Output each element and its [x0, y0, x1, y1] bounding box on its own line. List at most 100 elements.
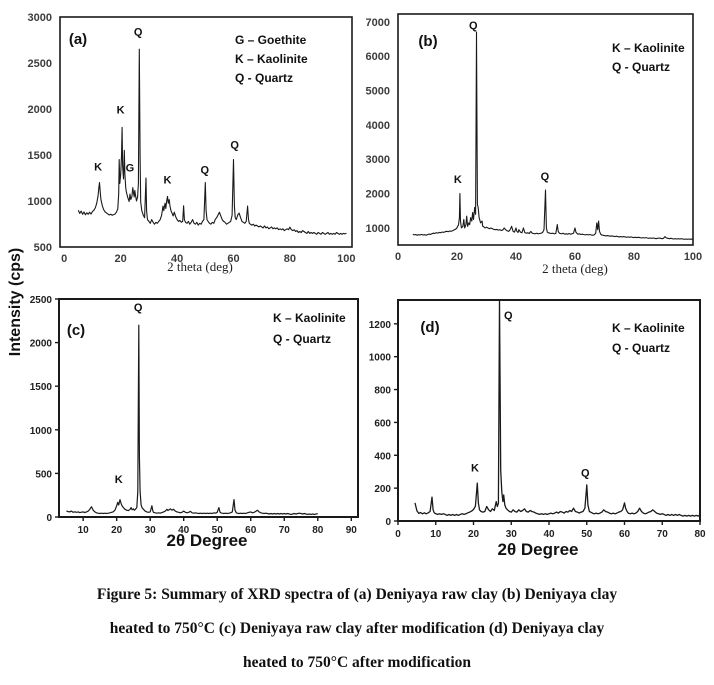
figure-caption-line: heated to 750°C (c) Deniyaya raw clay af… — [109, 620, 605, 637]
tick-label: 40 — [510, 251, 522, 263]
panel-letter: (a) — [69, 31, 87, 48]
figure-caption-line: heated to 750°C after modification — [242, 654, 472, 671]
tick-label: 0 — [385, 517, 391, 528]
tick-label: 40 — [178, 525, 190, 536]
peak-label: K — [94, 162, 102, 174]
tick-label: 60 — [227, 253, 239, 265]
tick-label: 80 — [694, 529, 706, 540]
legend-item: Q - Quartz — [273, 332, 331, 346]
figure-caption: Figure 5: Summary of XRD spectra of (a) … — [0, 578, 714, 680]
legend-item: K – Kaolinite — [235, 52, 308, 66]
tick-label: 60 — [619, 529, 631, 540]
tick-label: 50 — [212, 525, 224, 536]
tick-label: 3000 — [28, 12, 52, 24]
figure-caption-line: Figure 5: Summary of XRD spectra of (a) … — [96, 586, 618, 603]
tick-label: 5000 — [366, 86, 390, 98]
peak-label: G — [126, 163, 135, 175]
tick-label: 50 — [581, 529, 593, 540]
tick-label: 10 — [430, 529, 442, 540]
xrd-trace — [412, 31, 693, 240]
tick-label: 100 — [684, 251, 702, 263]
tick-label: 1000 — [369, 353, 392, 364]
peak-label: Q — [200, 164, 209, 176]
peak-label: K — [115, 474, 123, 486]
tick-label: 600 — [374, 418, 391, 429]
tick-label: 2000 — [366, 189, 390, 201]
tick-label: 80 — [284, 253, 296, 265]
tick-label: 20 — [115, 253, 127, 265]
plot-border — [59, 16, 353, 248]
x-axis-label: 2θ Degree — [497, 540, 578, 559]
tick-label: 0 — [46, 513, 52, 524]
tick-label: 60 — [245, 525, 257, 536]
tick-label: 1000 — [30, 426, 53, 437]
legend-item: K – Kaolinite — [612, 41, 685, 55]
peak-label: K — [454, 174, 462, 186]
tick-label: 40 — [543, 529, 555, 540]
tick-label: 90 — [346, 525, 358, 536]
tick-label: 0 — [395, 251, 401, 263]
xrd-trace — [77, 48, 347, 235]
tick-label: 500 — [34, 242, 52, 254]
legend-item: K – Kaolinite — [273, 311, 346, 325]
tick-label: 0 — [395, 529, 401, 540]
tick-label: 1200 — [369, 320, 392, 331]
peak-label: Q — [469, 20, 478, 32]
plot-border — [58, 298, 359, 518]
legend-item: K – Kaolinite — [612, 321, 685, 335]
peak-label: K — [117, 105, 125, 117]
peak-label: Q — [134, 302, 143, 314]
tick-label: 20 — [451, 251, 463, 263]
tick-label: 60 — [569, 251, 581, 263]
peak-label: Q — [230, 140, 239, 152]
peak-label: K — [164, 175, 172, 187]
tick-label: 80 — [312, 525, 324, 536]
tick-label: 30 — [145, 525, 157, 536]
xrd-trace — [66, 324, 318, 515]
tick-label: 2000 — [30, 339, 53, 350]
tick-label: 200 — [374, 484, 391, 495]
x-axis-label: 2 theta (deg) — [167, 259, 233, 274]
x-axis-label: 2 theta (deg) — [542, 261, 608, 276]
legend-item: G – Goethite — [235, 33, 307, 47]
plot-border — [397, 13, 694, 246]
tick-label: 0 — [61, 253, 67, 265]
peak-label: K — [471, 463, 479, 475]
panel-letter: (d) — [420, 319, 439, 336]
peak-label: Q — [541, 171, 550, 183]
tick-label: 10 — [78, 525, 90, 536]
tick-label: 20 — [111, 525, 123, 536]
tick-label: 70 — [279, 525, 291, 536]
tick-label: 20 — [468, 529, 480, 540]
tick-label: 2500 — [30, 295, 53, 306]
peak-label: Q — [581, 468, 590, 480]
tick-label: 70 — [657, 529, 669, 540]
legend-item: Q - Quartz — [612, 60, 670, 74]
tick-label: 7000 — [366, 17, 390, 29]
tick-label: 2500 — [28, 58, 52, 70]
panel-letter: (b) — [418, 33, 437, 50]
tick-label: 800 — [374, 386, 391, 397]
tick-label: 4000 — [366, 120, 390, 132]
tick-label: 1000 — [28, 196, 52, 208]
tick-label: 1500 — [28, 150, 52, 162]
xrd-trace — [414, 300, 700, 517]
tick-label: 40 — [171, 253, 183, 265]
tick-label: 2000 — [28, 104, 52, 116]
peak-label: Q — [504, 310, 513, 322]
x-axis-label: 2θ Degree — [166, 531, 247, 550]
tick-label: 30 — [506, 529, 518, 540]
legend-item: Q - Quartz — [612, 341, 670, 355]
xrd-panel-b: 0 20 40 60 80 100 1000 2000 3000 4000 5000 6000 7000… — [366, 13, 702, 276]
tick-label: 80 — [628, 251, 640, 263]
tick-label: 500 — [35, 469, 52, 480]
panel-letter: (c) — [67, 322, 85, 339]
peak-label: Q — [134, 26, 143, 38]
tick-label: 1000 — [366, 223, 390, 235]
xrd-panel-c: 10 20 30 40 50 60 70 80 90 0 500 1000 1500 2000 2500 (c… — [30, 295, 359, 550]
tick-label: 400 — [374, 451, 391, 462]
tick-label: 6000 — [366, 51, 390, 63]
tick-label: 100 — [337, 253, 355, 265]
